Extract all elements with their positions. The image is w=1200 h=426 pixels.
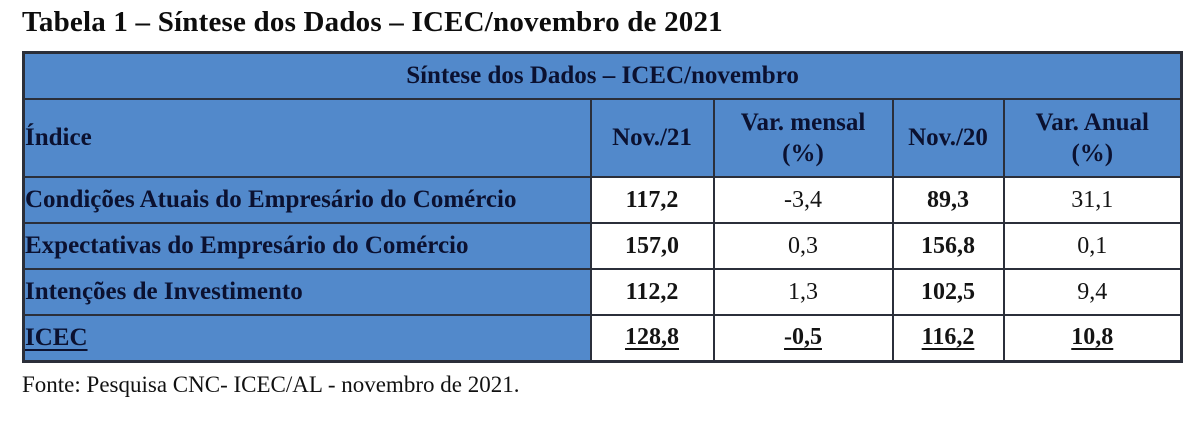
value-text: 31,1 [1071,186,1114,213]
table-row: Expectativas do Empresário do Comércio 1… [22,222,1183,270]
page-title: Tabela 1 – Síntese dos Dados – ICEC/nove… [22,6,723,38]
row-label: Expectativas do Empresário do Comércio [22,222,592,270]
value-text: 0,3 [788,232,818,259]
table-header-row: Índice Nov./21 Var. mensal (%) Nov./20 V… [22,98,1183,178]
value-text: 128,8 [625,324,679,351]
summary-table: Síntese dos Dados – ICEC/novembro Índice… [22,51,1184,363]
value-nov20: 156,8 [891,222,1005,270]
row-label-text: ICEC [25,323,88,351]
value-text: 1,3 [788,278,818,305]
value-var-mensal: 1,3 [712,268,894,316]
value-text: 9,4 [1077,278,1108,305]
row-label: ICEC [22,314,592,362]
value-nov21: 157,0 [589,222,715,270]
col-header-nov20: Nov./20 [891,98,1005,178]
value-text: -0,5 [784,324,822,351]
col-header-var-anual-label: Var. Anual (%) [1035,108,1150,167]
value-var-anual: 31,1 [1002,176,1183,224]
source-note: Fonte: Pesquisa CNC- ICEC/AL - novembro … [22,371,520,397]
col-header-var-mensal: Var. mensal (%) [712,98,894,178]
col-header-indice: Índice [22,98,592,178]
value-text: -3,4 [784,186,822,213]
value-var-mensal: -3,4 [712,176,894,224]
value-text: 0,1 [1077,232,1108,259]
row-label-text: Expectativas do Empresário do Comércio [25,232,469,259]
value-nov20: 89,3 [891,176,1005,224]
table-row: Condições Atuais do Empresário do Comérc… [22,176,1183,224]
value-var-mensal: -0,5 [712,314,894,362]
row-label: Intenções de Investimento [22,268,592,316]
value-text: 116,2 [921,324,975,351]
value-text: 117,2 [625,186,679,213]
document-page: Tabela 1 – Síntese dos Dados – ICEC/nove… [0,6,1200,426]
value-text: 157,0 [625,232,679,259]
table-caption-row: Síntese dos Dados – ICEC/novembro [22,51,1183,100]
row-label-text: Condições Atuais do Empresário do Comérc… [25,186,517,213]
value-text: 156,8 [921,232,975,259]
value-text: 89,3 [927,186,969,213]
table-row-icec: ICEC 128,8 -0,5 116,2 10,8 [22,314,1183,362]
value-text: 10,8 [1071,324,1114,351]
value-text: 102,5 [921,278,975,305]
value-nov20: 102,5 [891,268,1005,316]
row-label: Condições Atuais do Empresário do Comérc… [22,176,592,224]
value-text: 112,2 [625,278,679,305]
value-var-anual: 9,4 [1002,268,1183,316]
value-nov21: 128,8 [589,314,715,362]
value-var-mensal: 0,3 [712,222,894,270]
row-label-text: Intenções de Investimento [25,278,303,305]
col-header-var-mensal-label: Var. mensal (%) [740,108,866,167]
col-header-var-anual: Var. Anual (%) [1002,98,1183,178]
value-nov21: 112,2 [589,268,715,316]
value-nov20: 116,2 [891,314,1005,362]
value-var-anual: 10,8 [1002,314,1183,362]
value-nov21: 117,2 [589,176,715,224]
table-caption: Síntese dos Dados – ICEC/novembro [22,51,1183,100]
col-header-nov21: Nov./21 [589,98,715,178]
value-var-anual: 0,1 [1002,222,1183,270]
table-row: Intenções de Investimento 112,2 1,3 102,… [22,268,1183,316]
